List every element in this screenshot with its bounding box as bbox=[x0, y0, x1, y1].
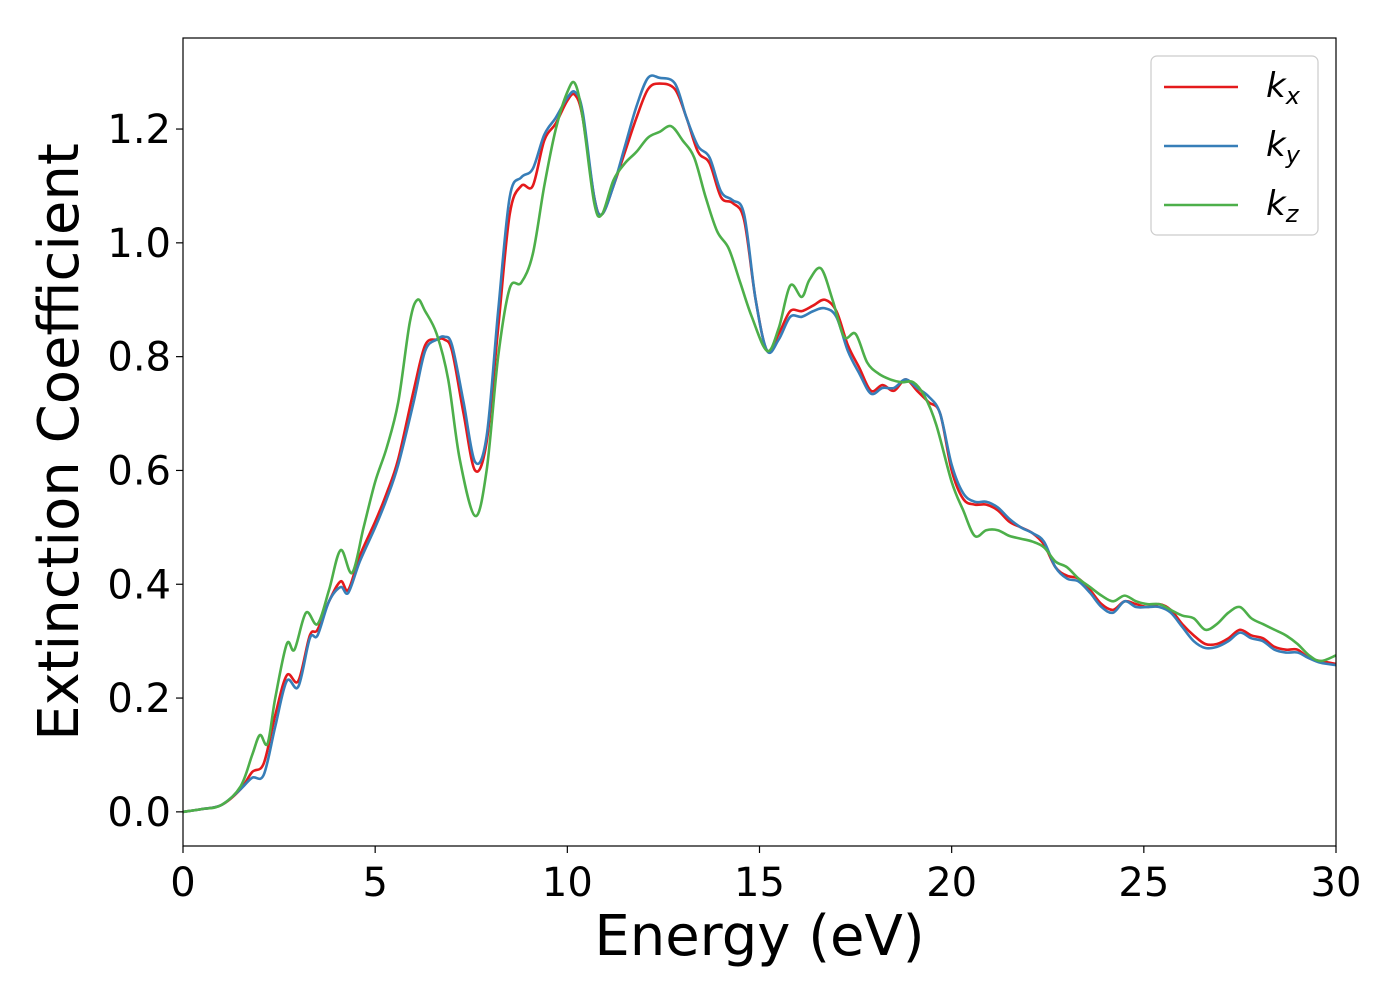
y-tick-label: 0.2 bbox=[107, 676, 171, 722]
x-tick-label: 10 bbox=[542, 860, 593, 906]
y-tick-label: 0.4 bbox=[107, 562, 171, 608]
legend-label-kx: kx bbox=[1266, 66, 1301, 110]
legend-label-base: k bbox=[1266, 66, 1287, 106]
legend-label-subscript: z bbox=[1285, 200, 1300, 228]
legend-label-kz: kz bbox=[1266, 184, 1300, 228]
legend-label-subscript: x bbox=[1285, 82, 1301, 110]
legend-label-base: k bbox=[1266, 184, 1287, 224]
x-axis-title: Energy (eV) bbox=[594, 904, 924, 969]
x-tick-label: 5 bbox=[362, 860, 387, 906]
y-tick-label: 0.8 bbox=[107, 335, 171, 381]
series-line-ky bbox=[183, 74, 1336, 814]
x-tick-label: 20 bbox=[926, 860, 977, 906]
x-tick-label: 25 bbox=[1118, 860, 1169, 906]
x-tick-label: 30 bbox=[1311, 860, 1362, 906]
y-tick-label: 1.2 bbox=[107, 107, 171, 153]
legend-label-base: k bbox=[1266, 125, 1287, 165]
y-tick-label: 0.0 bbox=[107, 790, 171, 836]
legend-label-ky: ky bbox=[1266, 125, 1301, 169]
series-line-kz bbox=[183, 80, 1336, 814]
legend-label-subscript: y bbox=[1285, 141, 1301, 169]
x-tick-label: 15 bbox=[734, 860, 785, 906]
x-tick-label: 0 bbox=[170, 860, 195, 906]
y-tick-label: 0.6 bbox=[107, 448, 171, 494]
series-group bbox=[183, 74, 1336, 814]
y-axis: 0.0 0.2 0.4 0.6 0.8 1.0 1.2 bbox=[107, 107, 183, 836]
y-tick-label: 1.0 bbox=[107, 221, 171, 267]
y-axis-title: Extinction Coefficient bbox=[27, 143, 92, 741]
x-axis: 0 5 10 15 20 25 30 bbox=[170, 846, 1361, 906]
